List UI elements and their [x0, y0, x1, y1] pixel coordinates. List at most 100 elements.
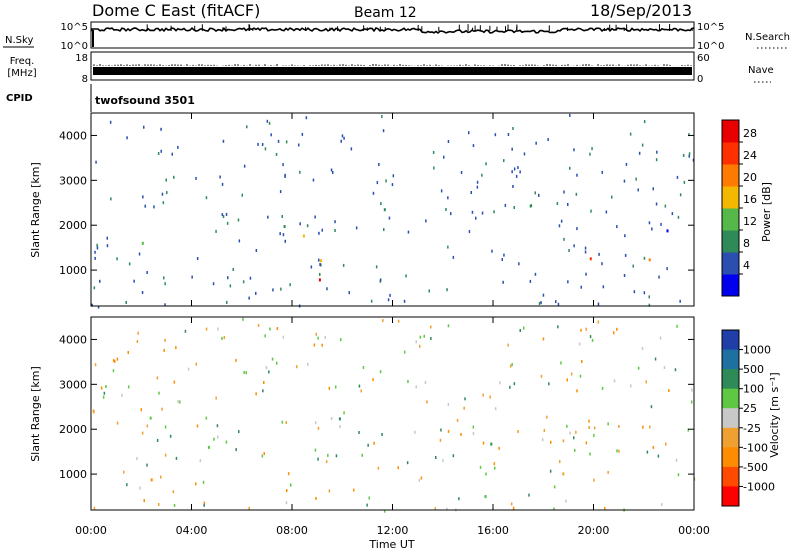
heatmap-cell [164, 338, 166, 342]
heatmap-cell [225, 440, 228, 444]
heatmap-cell [177, 400, 179, 404]
heatmap-cell [625, 162, 628, 166]
heatmap-cell [677, 215, 680, 219]
heatmap-cell [255, 291, 257, 295]
heatmap-cell [651, 227, 653, 231]
heatmap-cell [426, 400, 428, 404]
heatmap-cell [664, 204, 667, 208]
heatmap-cell [317, 457, 319, 461]
heatmap-cell [624, 253, 627, 257]
heatmap-cell [285, 421, 287, 425]
heatmap-cell [94, 250, 96, 254]
heatmap-cell [321, 228, 323, 232]
heatmap-cell [172, 490, 175, 494]
heatmap-cell [112, 359, 115, 362]
heatmap-cell [238, 430, 240, 434]
heatmap-cell [589, 335, 592, 339]
freq-label: Freq. [10, 56, 35, 67]
heatmap-cell [569, 113, 571, 117]
heatmap-cell [287, 472, 290, 476]
colorbar-frame [721, 329, 740, 507]
heatmap-cell [512, 185, 514, 188]
heatmap-cell [163, 348, 165, 352]
heatmap-cell [652, 445, 655, 449]
heatmap-cell [235, 358, 237, 362]
heatmap-cell [607, 470, 609, 474]
heatmap-cell [658, 275, 660, 279]
heatmap-cell [553, 507, 555, 511]
colorbar-segment [722, 208, 739, 231]
heatmap-cell [269, 327, 271, 331]
heatmap-cell [642, 425, 644, 429]
heatmap-cell [579, 374, 582, 378]
heatmap-cell [568, 249, 570, 252]
heatmap-cell [299, 170, 301, 174]
heatmap-cell [106, 244, 109, 248]
heatmap-cell [227, 276, 229, 280]
y-tick-label: 2000 [59, 219, 87, 232]
heatmap-cell [528, 493, 530, 497]
heatmap-cell [468, 131, 470, 135]
heatmap-cell [187, 367, 190, 371]
heatmap-cell [576, 227, 578, 231]
heatmap-cell [637, 188, 639, 192]
heatmap-cell [353, 488, 355, 492]
heatmap-cell [116, 257, 118, 261]
heatmap-cell [507, 343, 509, 347]
heatmap-cell [279, 232, 281, 236]
heatmap-cell [330, 417, 333, 420]
y-tick-label: 4000 [59, 333, 87, 346]
heatmap-cell [96, 243, 98, 247]
heatmap-cell [529, 204, 532, 208]
heatmap-cell [679, 193, 682, 197]
heatmap-cell [100, 386, 103, 390]
heatmap-cell [648, 221, 651, 225]
colorbar-segment [722, 349, 739, 370]
nsky-line [90, 26, 695, 35]
heatmap-cell [648, 295, 650, 299]
nave-tick-bottom: 0 [697, 74, 703, 85]
heatmap-cell [588, 419, 590, 423]
heatmap-cell [221, 213, 224, 217]
heatmap-cell [624, 234, 626, 238]
heatmap-cell [158, 391, 160, 395]
colorbar-segment [722, 466, 739, 487]
heatmap-cell [616, 327, 618, 331]
freq-tick-top: 18 [75, 53, 88, 64]
heatmap-cell [578, 342, 581, 346]
nave-tick-top: 60 [697, 53, 710, 64]
heatmap-cell [463, 406, 465, 410]
heatmap-cell [305, 116, 308, 120]
heatmap-cell [146, 271, 148, 274]
colorbar-tick-label: 8 [743, 237, 750, 250]
beam-label: Beam 12 [354, 5, 417, 21]
heatmap-cell [475, 216, 477, 220]
heatmap-cell [491, 249, 493, 253]
heatmap-cell [563, 190, 565, 194]
heatmap-cell [494, 466, 496, 470]
heatmap-cell [262, 389, 264, 393]
heatmap-cell [343, 411, 345, 415]
heatmap-cell [279, 190, 282, 194]
heatmap-cell [649, 425, 651, 429]
heatmap-cell [203, 503, 205, 507]
heatmap-cell [350, 147, 353, 151]
heatmap-cell [476, 185, 479, 189]
heatmap-cell [418, 478, 421, 482]
y-tick-label: 1000 [59, 468, 87, 481]
heatmap-cell [169, 434, 172, 438]
heatmap-cell [96, 246, 99, 250]
heatmap-cell [404, 350, 406, 354]
heatmap-cell [405, 274, 407, 278]
heatmap-cell [348, 291, 350, 295]
nsky-label: N.Sky [5, 35, 33, 46]
heatmap-cell [503, 159, 505, 163]
heatmap-cell [285, 140, 288, 144]
heatmap-cell [360, 389, 362, 393]
heatmap-cell [282, 163, 284, 167]
power-heatmap [91, 113, 695, 309]
heatmap-cell [358, 384, 361, 388]
freq-unit-label: [MHz] [7, 68, 36, 79]
heatmap-cell [243, 370, 245, 374]
heatmap-cell [493, 462, 496, 466]
